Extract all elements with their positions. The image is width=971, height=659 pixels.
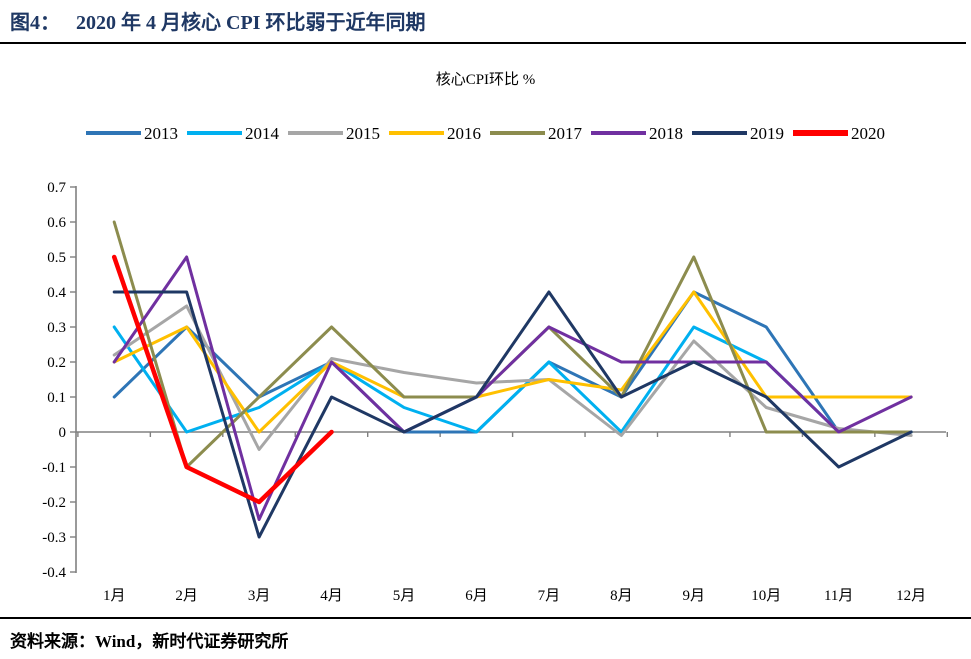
- x-axis-label: 4月: [320, 588, 343, 604]
- legend-swatch-2015: [288, 131, 343, 135]
- chart-title: 核心CPI环比 %: [435, 72, 536, 88]
- legend-item-2018: 2018: [591, 125, 683, 142]
- figure-title-text: 2020 年 4 月核心 CPI 环比弱于近年同期: [76, 12, 426, 34]
- legend-label: 2013: [144, 123, 178, 143]
- x-axis-label: 8月: [610, 588, 633, 604]
- legend-item-2014: 2014: [187, 125, 279, 142]
- series-line-2018: [112, 255, 913, 521]
- x-axis-label: 11月: [824, 588, 853, 604]
- legend-swatch-2017: [490, 131, 545, 135]
- series-line-2020: [111, 254, 334, 505]
- legend-swatch-2016: [389, 131, 444, 135]
- x-axis-label: 3月: [248, 588, 271, 604]
- chart-legend: 2013 2014 2015 2016 2017 2018 2019 2020: [0, 120, 971, 146]
- y-axis-label: 0.6: [47, 215, 66, 231]
- y-axis-label: -0.4: [42, 565, 66, 581]
- y-axis-label: 0.3: [47, 320, 66, 336]
- legend-label: 2018: [649, 123, 683, 143]
- legend-swatch-2018: [591, 131, 646, 135]
- legend-item-2013: 2013: [86, 125, 178, 142]
- x-axis-label: 2月: [175, 588, 198, 604]
- legend-label: 2020: [851, 123, 885, 143]
- y-axis-label: 0: [59, 425, 67, 441]
- legend-label: 2017: [548, 123, 582, 143]
- legend-swatch-2020: [793, 130, 848, 136]
- legend-label: 2016: [447, 123, 481, 143]
- legend-label: 2015: [346, 123, 380, 143]
- series-line-2015: [112, 304, 913, 451]
- legend-item-2020: 2020: [793, 125, 885, 142]
- y-axis-label: -0.1: [42, 460, 66, 476]
- legend-swatch-2014: [187, 131, 242, 135]
- legend-label: 2014: [245, 123, 279, 143]
- x-axis-label: 1月: [103, 588, 126, 604]
- legend-item-2016: 2016: [389, 125, 481, 142]
- y-axis-label: 0.2: [47, 355, 66, 371]
- legend-item-2019: 2019: [692, 125, 784, 142]
- figure-number-label: 图4：: [10, 12, 60, 34]
- x-axis-label: 10月: [751, 588, 781, 604]
- legend-item-2017: 2017: [490, 125, 582, 142]
- y-axis-label: 0.1: [47, 390, 66, 406]
- x-axis-label: 7月: [538, 588, 561, 604]
- y-axis-label: 0.7: [47, 180, 66, 196]
- title-divider: [0, 42, 966, 44]
- x-axis-label: 5月: [393, 588, 416, 604]
- legend-swatch-2019: [692, 131, 747, 135]
- y-axis-label: -0.3: [42, 530, 66, 546]
- x-axis-label: 9月: [683, 588, 706, 604]
- legend-item-2015: 2015: [288, 125, 380, 142]
- y-axis-label: -0.2: [42, 495, 66, 511]
- data-source: 资料来源：Wind，新时代证券研究所: [10, 632, 289, 651]
- x-axis-label: 6月: [465, 588, 488, 604]
- x-axis-label: 12月: [896, 588, 926, 604]
- y-axis-label: 0.4: [47, 285, 66, 301]
- figure-title: 图4： 2020 年 4 月核心 CPI 环比弱于近年同期: [10, 6, 960, 35]
- y-axis-label: 0.5: [47, 250, 66, 266]
- footer-divider: [0, 617, 971, 619]
- series-line-2016: [112, 290, 913, 434]
- legend-swatch-2013: [86, 131, 141, 135]
- legend-label: 2019: [750, 123, 784, 143]
